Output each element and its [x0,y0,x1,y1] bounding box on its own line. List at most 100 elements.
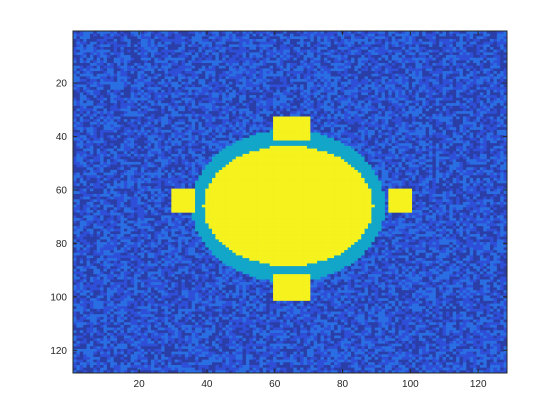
heatmap-cell [445,33,450,37]
heatmap-cell [89,36,94,40]
heatmap-cell [347,129,352,133]
heatmap-cell [344,81,348,85]
heatmap-cell [429,55,433,59]
heatmap-cell [178,81,182,85]
heatmap-cell [337,124,342,128]
heatmap-cell [293,119,298,123]
heatmap-cell [157,105,162,109]
heatmap-cell [262,73,267,77]
heatmap-cell [73,100,77,104]
heatmap-cell [381,60,386,64]
heatmap-cell [306,44,311,48]
heatmap-cell [110,103,115,107]
heatmap-cell [500,44,504,48]
heatmap-cell [327,132,332,136]
heatmap-cell [239,116,243,120]
heatmap-cell [228,89,233,93]
heatmap-cell [439,79,443,83]
heatmap-cell [418,129,423,133]
heatmap-cell [317,84,321,88]
heatmap-cell [103,49,108,53]
heatmap-cell [357,55,362,59]
heatmap-cell [425,49,430,53]
heatmap-cell [93,68,98,72]
heatmap-cell [351,132,355,136]
heatmap-cell [378,39,382,43]
heatmap-cell [283,111,287,115]
heatmap-cell [106,39,111,43]
heatmap-cell [306,95,311,99]
heatmap-cell [147,89,152,93]
heatmap-cell [161,89,165,93]
heatmap-cell [137,71,142,75]
heatmap-cell [344,57,348,61]
heatmap-cell [222,63,226,67]
heatmap-cell [327,39,332,43]
heatmap-cell [405,119,410,123]
heatmap-cell [106,116,111,120]
heatmap-cell [388,63,393,67]
heatmap-cell [235,76,240,80]
heatmap-cell [79,124,84,128]
heatmap-cell [296,68,301,72]
heatmap-cell [269,105,274,109]
heatmap-cell [486,100,491,104]
heatmap-cell [422,97,426,101]
heatmap-cell [259,49,264,53]
heatmap-cell [195,41,199,45]
heatmap-cell [313,95,318,99]
heatmap-cell [123,39,128,43]
heatmap-cell [496,57,501,61]
heatmap-cell [412,132,416,136]
heatmap-cell [171,44,176,48]
heatmap-cell [201,63,206,67]
heatmap-cell [235,49,240,53]
heatmap-cell [476,116,481,120]
heatmap-cell [252,68,257,72]
heatmap-cell [222,127,226,131]
heatmap-cell [239,132,243,136]
heatmap-cell [381,100,386,104]
heatmap-cell [442,73,447,77]
heatmap-cell [449,89,454,93]
heatmap-cell [201,60,206,64]
heatmap-cell [256,95,260,99]
heatmap-cell [425,92,430,96]
heatmap-cell [313,105,318,109]
heatmap-cell [310,108,315,112]
heatmap-cell [398,57,403,61]
heatmap-cell [327,113,332,117]
heatmap-cell [76,132,81,136]
heatmap-cell [354,95,359,99]
heatmap-cell [374,121,379,125]
heatmap-cell [86,31,91,35]
heatmap-cell [330,124,335,128]
heatmap-cell [232,68,237,72]
heatmap-cell [232,44,237,48]
heatmap-cell [123,47,128,51]
heatmap-cell [137,81,142,85]
heatmap-cell [323,39,328,43]
heatmap-cell [303,39,308,43]
heatmap-cell [412,127,416,131]
heatmap-cell [249,63,254,67]
heatmap-cell [73,95,77,99]
heatmap-cell [256,105,260,109]
heatmap-cell [334,79,338,83]
heatmap-cell [415,52,420,56]
heatmap-cell [279,111,284,115]
heatmap-cell [306,121,311,125]
heatmap-cell [405,73,410,77]
heatmap-cell [120,73,125,77]
heatmap-cell [147,105,152,109]
heatmap-cell [503,129,508,133]
heatmap-cell [239,65,243,69]
heatmap-cell [418,76,423,80]
heatmap-cell [106,33,111,37]
heatmap-cell [500,127,504,131]
heatmap-cell [228,132,233,136]
heatmap-cell [266,132,271,136]
heatmap-cell [201,100,206,104]
heatmap-cell [232,100,237,104]
heatmap-cell [232,132,237,136]
